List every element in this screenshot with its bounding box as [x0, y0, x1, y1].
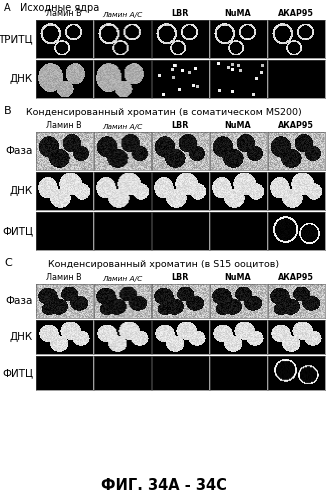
Text: LBR: LBR — [171, 273, 189, 282]
Text: Конденсированный хроматин (в соматическом MS200): Конденсированный хроматин (в соматическо… — [26, 108, 302, 117]
Text: Конденсированный хроматин (в S15 ооцитов): Конденсированный хроматин (в S15 ооцитов… — [49, 260, 279, 269]
Text: ФИГ. 34А - 34С: ФИГ. 34А - 34С — [101, 478, 227, 492]
Text: LBR: LBR — [171, 121, 189, 130]
Text: NuMA: NuMA — [225, 9, 251, 18]
Text: А   Исходные ядра: А Исходные ядра — [4, 3, 99, 13]
Text: Ламин B: Ламин B — [46, 9, 82, 18]
Text: Ламин B: Ламин B — [46, 273, 82, 282]
Text: АКАР95: АКАР95 — [278, 273, 314, 282]
Text: ФИТЦ: ФИТЦ — [2, 226, 33, 236]
Text: Фаза: Фаза — [6, 146, 33, 156]
Text: В: В — [4, 106, 11, 116]
Text: АКАР95: АКАР95 — [278, 9, 314, 18]
Text: Ламин А/С: Ламин А/С — [102, 12, 142, 18]
Text: Ламин А/С: Ламин А/С — [102, 276, 142, 282]
Text: Ламин B: Ламин B — [46, 121, 82, 130]
Text: ДНК: ДНК — [10, 74, 33, 84]
Text: LBR: LBR — [171, 9, 189, 18]
Text: ТРИТЦ: ТРИТЦ — [0, 34, 33, 44]
Text: NuMA: NuMA — [225, 121, 251, 130]
Text: NuMA: NuMA — [225, 273, 251, 282]
Text: ФИТЦ: ФИТЦ — [2, 368, 33, 378]
Text: Фаза: Фаза — [6, 296, 33, 306]
Text: Ламин А/С: Ламин А/С — [102, 124, 142, 130]
Text: С: С — [4, 258, 12, 268]
Text: ДНК: ДНК — [10, 332, 33, 342]
Text: АКАР95: АКАР95 — [278, 121, 314, 130]
Text: ДНК: ДНК — [10, 186, 33, 196]
